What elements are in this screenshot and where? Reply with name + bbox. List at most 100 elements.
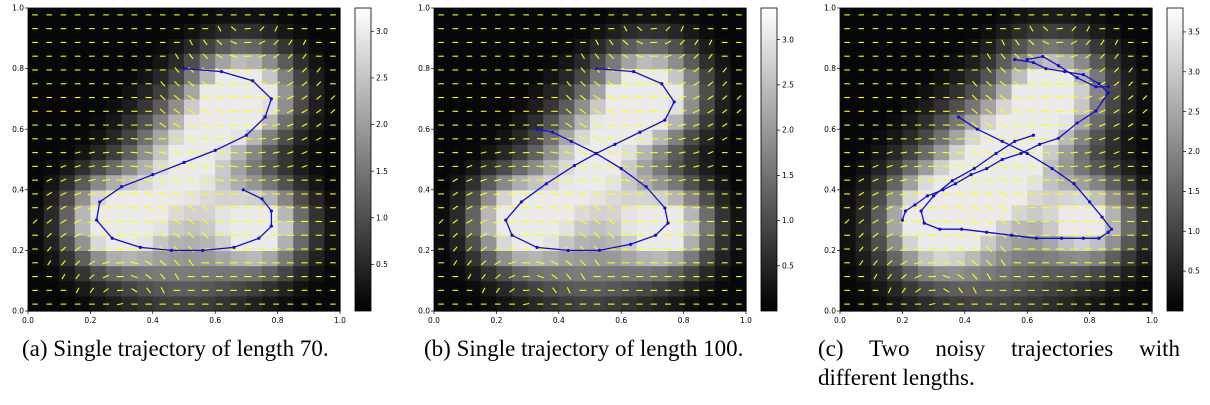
heatmap-cell (90, 250, 107, 267)
vector-arrow (174, 273, 180, 280)
vector-arrow (493, 233, 503, 238)
heatmap-cell (933, 159, 950, 176)
vector-arrow (886, 260, 893, 266)
heatmap-cell (512, 174, 529, 191)
heatmap-cell (90, 68, 107, 85)
vector-arrow (915, 287, 921, 293)
heatmap-cell (574, 98, 591, 115)
heatmap-cell (293, 174, 310, 191)
vector-arrow (650, 27, 657, 30)
vector-arrow (186, 177, 196, 183)
heatmap-cell (1027, 8, 1044, 24)
trajectory-point (201, 248, 205, 252)
vector-arrow (999, 218, 1008, 225)
heatmap-cell (199, 68, 216, 85)
vector-arrow (692, 81, 700, 87)
vector-arrow (101, 206, 111, 209)
heatmap-cell (558, 98, 575, 115)
heatmap-cell (308, 8, 325, 24)
heatmap-cell (699, 8, 716, 24)
heatmap-cell (152, 98, 169, 115)
vector-arrow (970, 150, 980, 155)
vector-arrow (287, 67, 294, 73)
vector-arrow (578, 136, 588, 142)
vector-arrow (578, 218, 587, 225)
heatmap-cell (137, 68, 154, 85)
heatmap-cell (434, 159, 451, 176)
vector-arrow (174, 53, 179, 60)
heatmap-cell (59, 23, 76, 39)
heatmap-cell (1042, 204, 1059, 221)
heatmap-cell (324, 38, 341, 55)
heatmap-cell (168, 189, 185, 206)
vector-arrow (187, 80, 195, 87)
trajectory-point (1041, 54, 1045, 59)
heatmap-cell (184, 235, 201, 251)
vector-arrow (144, 178, 153, 182)
heatmap-cell (215, 295, 232, 312)
heatmap-cell (636, 53, 653, 70)
vector-arrow (158, 178, 168, 183)
vector-arrow (201, 218, 209, 225)
heatmap-cell (152, 189, 169, 206)
vector-arrow (301, 123, 308, 127)
vector-arrow (536, 274, 544, 279)
chart-a: 0.0 0.2 0.4 0.6 0.8 1.00.00.20.40.60.81.00.51… (12, 4, 388, 325)
heatmap-cell (137, 83, 154, 100)
vector-arrow (680, 25, 685, 32)
heatmap-cell (902, 53, 919, 70)
heatmap-cell (730, 174, 747, 191)
vector-arrow (129, 247, 139, 251)
heatmap-cell (699, 68, 716, 85)
heatmap-cell (1058, 8, 1075, 24)
vector-arrow (693, 151, 700, 155)
plot-area (840, 8, 1153, 312)
heatmap-cell (106, 144, 123, 161)
heatmap-cell (871, 189, 888, 206)
vector-arrow (60, 219, 67, 224)
heatmap-cell (137, 8, 154, 24)
heatmap-cell (215, 265, 232, 282)
heatmap-cell (121, 144, 138, 161)
heatmap-cell (1089, 23, 1106, 39)
heatmap-cell (699, 83, 716, 100)
heatmap-cell (449, 38, 466, 55)
heatmap-cell (293, 38, 310, 55)
heatmap-cell (574, 159, 591, 176)
vector-arrow (565, 273, 572, 280)
heatmap-cell (855, 189, 872, 206)
heatmap-cell (215, 280, 232, 297)
heatmap-cell (90, 98, 107, 115)
heatmap-cell (527, 220, 544, 236)
vector-arrow (678, 165, 686, 168)
vector-arrow (60, 164, 67, 168)
vector-arrow (707, 150, 714, 155)
heatmap-cell (1105, 235, 1122, 251)
heatmap-cell (699, 38, 716, 55)
y-tick-label: 0.0 (824, 307, 836, 316)
heatmap-cell (933, 98, 950, 115)
heatmap-cell (668, 189, 685, 206)
heatmap-cell (512, 114, 529, 130)
heatmap-cell (918, 129, 935, 145)
trajectory-point (1097, 82, 1101, 86)
vector-arrow (301, 95, 308, 100)
heatmap-cell (308, 114, 325, 130)
vector-arrow (901, 287, 907, 294)
trajectory-point (1059, 236, 1064, 240)
vector-arrow (736, 95, 742, 100)
vector-arrow (1012, 122, 1022, 128)
heatmap-cell (590, 68, 607, 85)
vector-arrow (75, 273, 80, 280)
heatmap-cell (886, 38, 903, 55)
heatmap-cell (683, 83, 700, 100)
heatmap-cell (605, 220, 622, 236)
heatmap-cell (980, 204, 997, 221)
heatmap-cell (293, 53, 310, 70)
trajectory-line (920, 116, 1113, 239)
vector-arrow (707, 67, 714, 73)
trajectory-point (644, 185, 648, 189)
trajectory-point (98, 200, 102, 204)
heatmap-cell (964, 83, 981, 100)
heatmap-cell (215, 114, 232, 130)
